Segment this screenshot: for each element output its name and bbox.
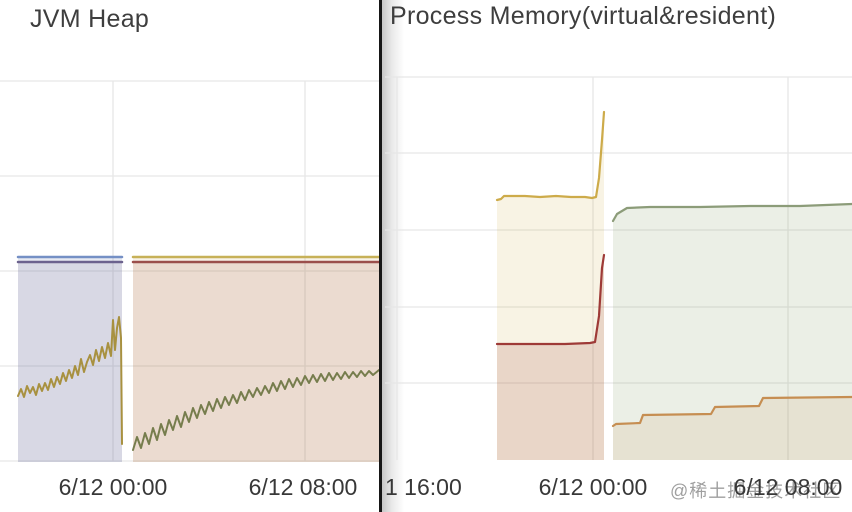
panel-title-process-memory[interactable]: Process Memory(virtual&resident) — [390, 2, 777, 30]
panel-chart-jvm-heap — [0, 80, 381, 462]
series-orange-steps-fill — [613, 397, 852, 460]
panel-shadow — [382, 0, 404, 512]
series-yellow-spike-line — [495, 110, 606, 202]
series-green-flat-fill — [613, 204, 852, 460]
series-blue-flat-fill — [18, 257, 122, 462]
watermark: @稀土掘金技术社区 — [670, 481, 842, 501]
series-red-spike-fill — [497, 255, 604, 460]
series-gold-jagged-line — [17, 316, 123, 445]
series-purple-flat-fill — [18, 262, 122, 462]
series-red-flat-fill — [133, 262, 379, 462]
panel-chart-process-memory — [385, 76, 852, 460]
panel-divider — [379, 0, 382, 512]
series-red-spike-line — [495, 253, 606, 346]
series-green-flat-line — [611, 202, 852, 223]
panel-title-jvm-heap[interactable]: JVM Heap — [30, 5, 150, 33]
series-yellow-spike-fill — [497, 112, 604, 460]
series-orange-steps-line — [611, 395, 852, 428]
series-olive-jagged-line — [132, 369, 380, 451]
